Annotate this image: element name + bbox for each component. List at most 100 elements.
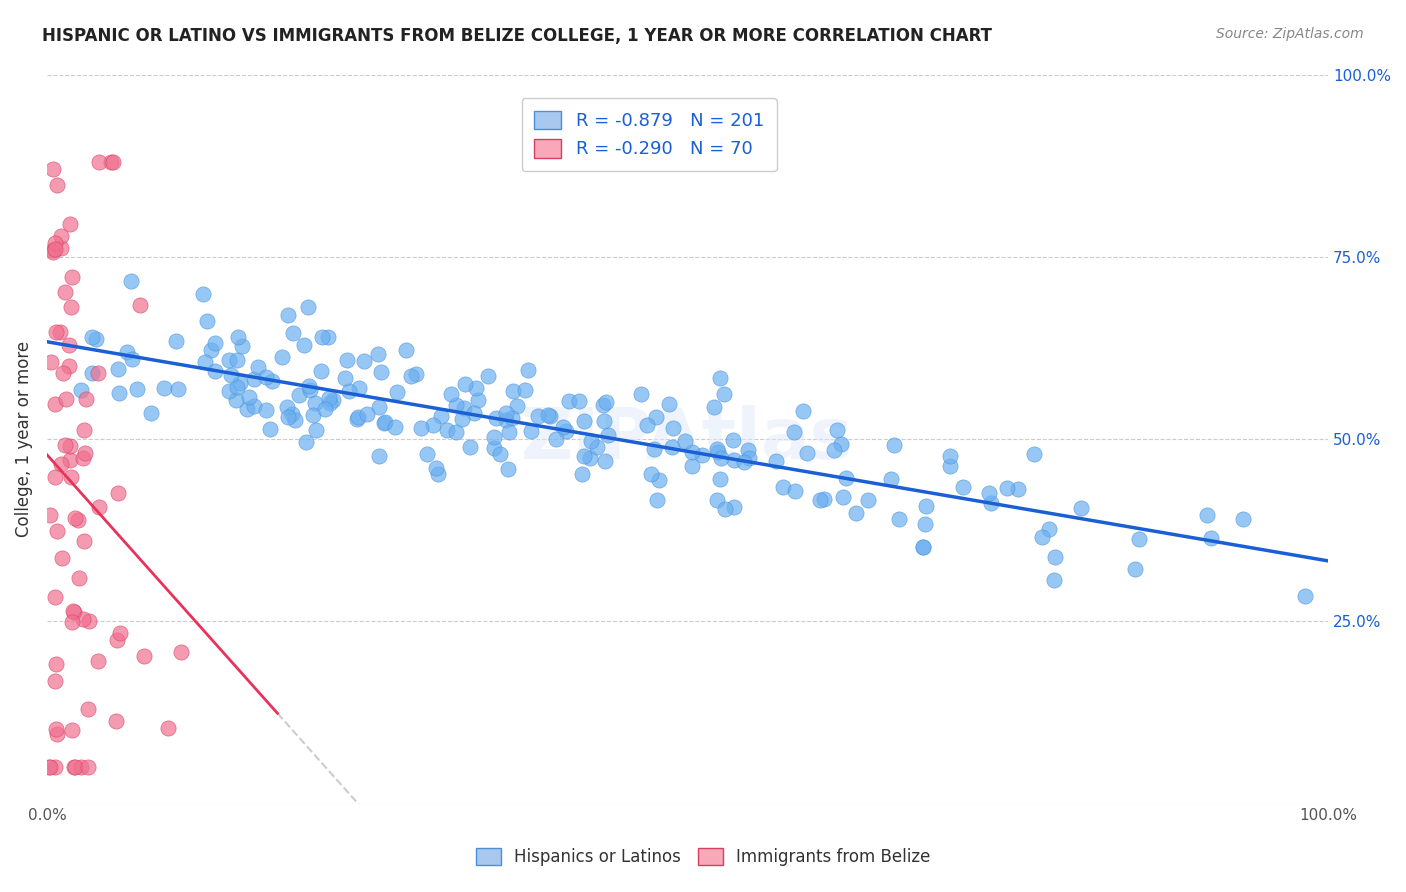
Hispanics or Latinos bbox=[294, 434, 316, 449]
Immigrants from Belize bbox=[86, 366, 108, 380]
Hispanics or Latinos bbox=[1038, 522, 1060, 536]
Hispanics or Latinos bbox=[384, 420, 406, 434]
Hispanics or Latinos bbox=[219, 368, 242, 382]
Hispanics or Latinos bbox=[733, 455, 755, 469]
Hispanics or Latinos bbox=[367, 449, 389, 463]
Immigrants from Belize bbox=[73, 423, 96, 437]
Hispanics or Latinos bbox=[395, 343, 418, 357]
Hispanics or Latinos bbox=[120, 274, 142, 288]
Hispanics or Latinos bbox=[235, 401, 257, 416]
Immigrants from Belize bbox=[89, 500, 111, 515]
Hispanics or Latinos bbox=[108, 386, 131, 401]
Immigrants from Belize bbox=[39, 354, 62, 368]
Hispanics or Latinos bbox=[703, 400, 725, 414]
Hispanics or Latinos bbox=[914, 517, 936, 532]
Hispanics or Latinos bbox=[709, 472, 731, 486]
Hispanics or Latinos bbox=[681, 444, 703, 458]
Hispanics or Latinos bbox=[367, 346, 389, 360]
Hispanics or Latinos bbox=[121, 351, 143, 366]
Hispanics or Latinos bbox=[226, 380, 249, 394]
Hispanics or Latinos bbox=[785, 484, 807, 499]
Hispanics or Latinos bbox=[1022, 447, 1045, 461]
Hispanics or Latinos bbox=[640, 467, 662, 481]
Immigrants from Belize bbox=[45, 326, 67, 340]
Hispanics or Latinos bbox=[636, 417, 658, 432]
Immigrants from Belize bbox=[62, 604, 84, 618]
Hispanics or Latinos bbox=[194, 355, 217, 369]
Hispanics or Latinos bbox=[977, 486, 1000, 500]
Hispanics or Latinos bbox=[911, 541, 934, 555]
Hispanics or Latinos bbox=[231, 339, 253, 353]
Hispanics or Latinos bbox=[595, 454, 617, 468]
Hispanics or Latinos bbox=[281, 326, 304, 341]
Hispanics or Latinos bbox=[661, 440, 683, 454]
Hispanics or Latinos bbox=[276, 400, 298, 414]
Hispanics or Latinos bbox=[444, 398, 467, 412]
Hispanics or Latinos bbox=[429, 409, 451, 423]
Hispanics or Latinos bbox=[887, 512, 910, 526]
Hispanics or Latinos bbox=[288, 388, 311, 402]
Hispanics or Latinos bbox=[260, 374, 283, 388]
Immigrants from Belize bbox=[58, 337, 80, 351]
Hispanics or Latinos bbox=[467, 393, 489, 408]
Hispanics or Latinos bbox=[690, 448, 713, 462]
Immigrants from Belize bbox=[63, 511, 86, 525]
Legend: Hispanics or Latinos, Immigrants from Belize: Hispanics or Latinos, Immigrants from Be… bbox=[467, 840, 939, 875]
Hispanics or Latinos bbox=[912, 540, 935, 554]
Hispanics or Latinos bbox=[645, 492, 668, 507]
Immigrants from Belize bbox=[45, 657, 67, 672]
Hispanics or Latinos bbox=[298, 384, 321, 398]
Hispanics or Latinos bbox=[1043, 550, 1066, 565]
Y-axis label: College, 1 year or more: College, 1 year or more bbox=[15, 341, 32, 537]
Hispanics or Latinos bbox=[1195, 508, 1218, 523]
Hispanics or Latinos bbox=[808, 493, 831, 508]
Hispanics or Latinos bbox=[292, 338, 315, 352]
Hispanics or Latinos bbox=[322, 393, 344, 408]
Hispanics or Latinos bbox=[427, 467, 450, 482]
Immigrants from Belize bbox=[42, 243, 65, 257]
Immigrants from Belize bbox=[156, 721, 179, 735]
Hispanics or Latinos bbox=[1199, 531, 1222, 545]
Hispanics or Latinos bbox=[336, 353, 359, 368]
Hispanics or Latinos bbox=[645, 409, 668, 424]
Hispanics or Latinos bbox=[520, 424, 543, 438]
Hispanics or Latinos bbox=[117, 345, 139, 359]
Immigrants from Belize bbox=[49, 457, 72, 471]
Hispanics or Latinos bbox=[952, 479, 974, 493]
Hispanics or Latinos bbox=[450, 412, 472, 426]
Hispanics or Latinos bbox=[436, 424, 458, 438]
Immigrants from Belize bbox=[42, 244, 65, 259]
Hispanics or Latinos bbox=[301, 408, 323, 422]
Hispanics or Latinos bbox=[595, 395, 617, 409]
Hispanics or Latinos bbox=[823, 443, 845, 458]
Hispanics or Latinos bbox=[218, 384, 240, 398]
Immigrants from Belize bbox=[108, 626, 131, 640]
Hispanics or Latinos bbox=[347, 410, 370, 425]
Hispanics or Latinos bbox=[765, 454, 787, 468]
Hispanics or Latinos bbox=[304, 396, 326, 410]
Immigrants from Belize bbox=[170, 645, 193, 659]
Hispanics or Latinos bbox=[482, 430, 505, 444]
Hispanics or Latinos bbox=[347, 381, 370, 395]
Hispanics or Latinos bbox=[238, 390, 260, 404]
Hispanics or Latinos bbox=[713, 386, 735, 401]
Hispanics or Latinos bbox=[399, 368, 422, 383]
Hispanics or Latinos bbox=[772, 480, 794, 494]
Hispanics or Latinos bbox=[673, 434, 696, 448]
Immigrants from Belize bbox=[107, 633, 129, 648]
Hispanics or Latinos bbox=[346, 412, 368, 426]
Immigrants from Belize bbox=[44, 722, 66, 736]
Hispanics or Latinos bbox=[538, 409, 561, 424]
Hispanics or Latinos bbox=[517, 363, 540, 377]
Hispanics or Latinos bbox=[571, 467, 593, 481]
Hispanics or Latinos bbox=[425, 461, 447, 475]
Hispanics or Latinos bbox=[225, 393, 247, 408]
Hispanics or Latinos bbox=[831, 490, 853, 504]
Immigrants from Belize bbox=[76, 760, 98, 774]
Hispanics or Latinos bbox=[225, 353, 247, 368]
Hispanics or Latinos bbox=[495, 406, 517, 420]
Immigrants from Belize bbox=[75, 446, 97, 460]
Hispanics or Latinos bbox=[316, 330, 339, 344]
Hispanics or Latinos bbox=[463, 406, 485, 420]
Hispanics or Latinos bbox=[835, 471, 858, 485]
